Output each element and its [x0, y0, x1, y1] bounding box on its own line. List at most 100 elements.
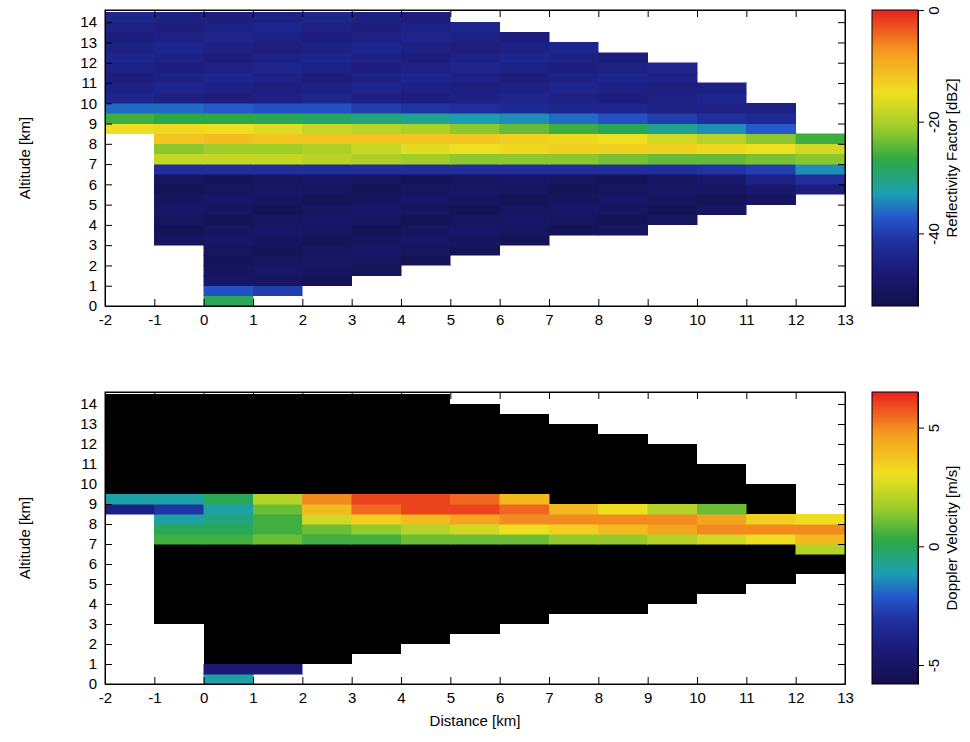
heatmap-cell	[648, 154, 697, 164]
heatmap-cell	[204, 286, 253, 296]
heatmap-cell	[352, 12, 401, 22]
y-tick-mark	[105, 103, 112, 104]
no-signal-cell	[204, 634, 253, 644]
no-signal-cell	[204, 644, 253, 654]
no-signal-cell	[549, 444, 598, 454]
heatmap-cell	[154, 534, 203, 544]
no-signal-cell	[154, 424, 203, 434]
no-signal-cell	[253, 604, 302, 614]
colorbar-tick: -40	[918, 223, 942, 245]
no-signal-cell	[401, 624, 450, 634]
heatmap-cell	[253, 286, 302, 296]
no-signal-cell	[204, 614, 253, 624]
x-tick-mark	[253, 10, 254, 17]
x-tick-mark	[352, 10, 353, 17]
y-tick-label: 14	[80, 395, 97, 412]
x-tick: 1	[249, 677, 257, 706]
y-tick	[838, 286, 845, 287]
no-signal-cell	[598, 464, 647, 474]
heatmap-cell	[253, 144, 302, 154]
no-signal-cell	[598, 604, 647, 614]
heatmap-cell	[253, 235, 302, 245]
y-tick: 12	[80, 54, 112, 71]
y-tick	[838, 184, 845, 185]
heatmap-cell	[401, 103, 450, 113]
heatmap-cell	[549, 63, 598, 73]
y-tick-label: 5	[89, 575, 97, 592]
y-axis-title: Altitude [km]	[16, 497, 33, 580]
heatmap-cell	[253, 245, 302, 255]
y-tick-mark	[838, 22, 845, 23]
heatmap-cell	[204, 674, 253, 684]
colorbar-group: -40-200Reflectivity Factor [dBZ]	[872, 6, 960, 306]
x-tick-mark	[697, 677, 698, 684]
y-tick	[838, 684, 845, 685]
heatmap-cell	[352, 144, 401, 154]
no-signal-cell	[500, 574, 549, 584]
x-tick-label: 7	[545, 311, 553, 328]
no-signal-cell	[105, 404, 154, 414]
heatmap-cell	[697, 93, 746, 103]
y-tick-mark	[105, 205, 112, 206]
y-tick-mark	[838, 664, 845, 665]
x-tick-label: 4	[397, 689, 405, 706]
x-tick: 7	[545, 299, 553, 328]
heatmap-cell	[204, 205, 253, 215]
x-tick-label: 7	[545, 689, 553, 706]
heatmap-cell	[204, 235, 253, 245]
heatmap-cell	[648, 534, 697, 544]
no-signal-cell	[598, 444, 647, 454]
no-signal-cell	[204, 414, 253, 424]
no-signal-cell	[450, 604, 499, 614]
y-tick-mark	[105, 144, 112, 145]
x-tick	[154, 392, 155, 399]
no-signal-cell	[253, 394, 302, 404]
heatmap-cell	[204, 664, 253, 674]
x-tick-mark	[352, 299, 353, 306]
no-signal-cell	[253, 414, 302, 424]
heatmap-cell	[352, 534, 401, 544]
y-tick-label: 4	[89, 216, 97, 233]
panel: -2-1012345678910111213012345678910111213…	[16, 6, 960, 327]
no-signal-cell	[401, 464, 450, 474]
colorbar-tick: -20	[918, 111, 942, 133]
y-tick: 3	[89, 615, 112, 632]
y-tick-mark	[838, 225, 845, 226]
heatmap-cell	[648, 174, 697, 184]
heatmap-cell	[746, 194, 795, 204]
no-signal-cell	[352, 564, 401, 574]
heatmap-cell	[253, 255, 302, 265]
no-signal-cell	[746, 554, 795, 564]
heatmap-cell	[746, 184, 795, 194]
no-signal-cell	[253, 434, 302, 444]
colorbar-tick-label: 0	[925, 6, 942, 14]
heatmap-cell	[500, 154, 549, 164]
no-signal-cell	[598, 594, 647, 604]
no-signal-cell	[204, 574, 253, 584]
x-tick-label: 9	[644, 689, 652, 706]
heatmap-cell	[204, 504, 253, 514]
heatmap-cell	[450, 144, 499, 154]
no-signal-cell	[697, 554, 746, 564]
x-tick-label: 11	[739, 689, 755, 706]
no-signal-cell	[204, 444, 253, 454]
x-tick	[598, 10, 599, 17]
x-tick-mark	[401, 392, 402, 399]
heatmap-cell	[746, 154, 795, 164]
no-signal-cell	[352, 634, 401, 644]
heatmap-cell	[302, 265, 351, 275]
no-signal-cell	[302, 434, 351, 444]
heatmap-cell	[253, 73, 302, 83]
no-signal-cell	[648, 484, 697, 494]
y-tick-label: 9	[89, 115, 97, 132]
heatmap-cell	[352, 174, 401, 184]
x-tick	[796, 10, 797, 17]
colorbar-axis: -40 -20 0	[918, 6, 942, 306]
x-axis-title: Distance [km]	[430, 712, 521, 729]
heatmap-cell	[154, 524, 203, 534]
heatmap-cell	[302, 42, 351, 52]
colorbar-tick-label: -5	[925, 659, 942, 672]
no-signal-cell	[253, 614, 302, 624]
x-tick	[648, 10, 649, 17]
heatmap-cell	[500, 494, 549, 504]
